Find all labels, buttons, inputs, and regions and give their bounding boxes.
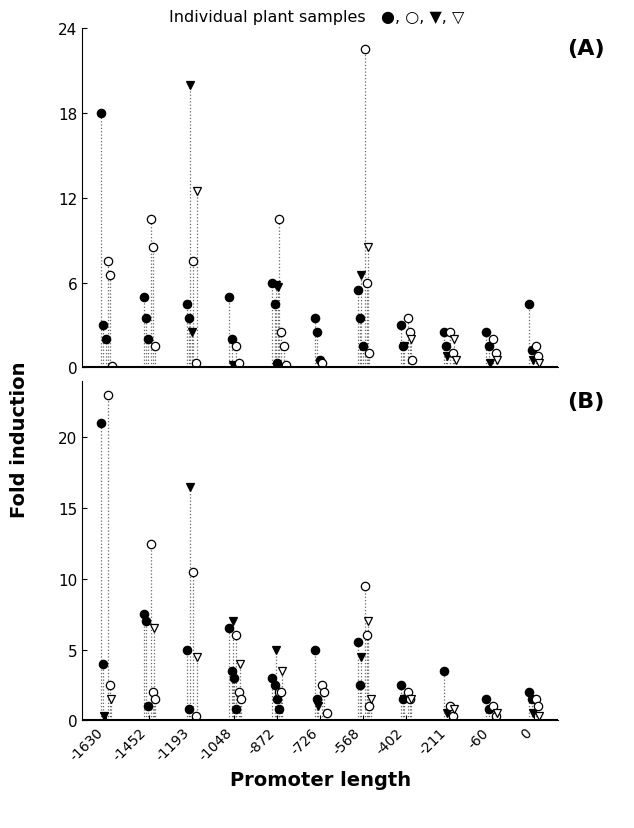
X-axis label: Promoter length: Promoter length [230, 771, 411, 789]
Text: (A): (A) [567, 39, 605, 59]
Text: (B): (B) [567, 392, 605, 412]
Text: Individual plant samples   ●, ○, ▼, ▽: Individual plant samples ●, ○, ▼, ▽ [169, 10, 465, 25]
Text: Fold induction: Fold induction [10, 361, 29, 517]
